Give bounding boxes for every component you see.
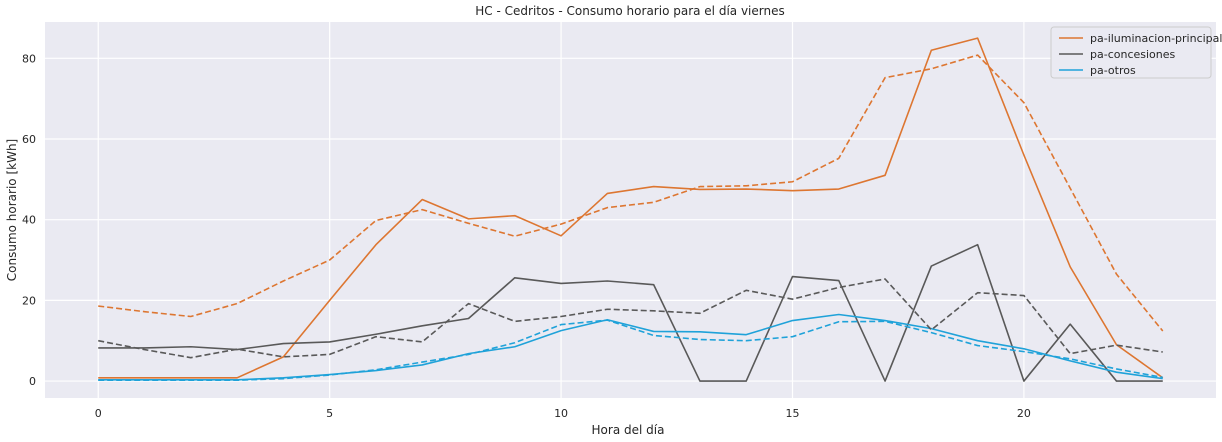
grid-lines [45, 22, 1216, 398]
legend-label: pa-iluminacion-principal [1090, 32, 1222, 45]
series-line [98, 313, 1163, 381]
legend: pa-iluminacion-principal pa-concesiones pa… [1050, 26, 1222, 79]
x-tick-label: 5 [326, 407, 333, 420]
plot-area [45, 22, 1216, 398]
series-line [98, 37, 1164, 379]
y-tick-label: 60 [22, 133, 36, 146]
x-tick-label: 20 [1017, 407, 1031, 420]
y-tick-label: 40 [22, 214, 36, 227]
chart-title: HC - Cedritos - Consumo horario para el … [475, 4, 784, 18]
y-axis-label: Consumo horario [kWh] [5, 139, 19, 281]
y-tick-label: 0 [29, 375, 36, 388]
x-tick-label: 10 [554, 407, 568, 420]
y-tick-label: 80 [22, 52, 36, 65]
legend-label: pa-concesiones [1090, 48, 1176, 61]
dashed-series-line [98, 319, 1163, 382]
series-line [98, 243, 1163, 382]
x-tick-label: 15 [785, 407, 799, 420]
x-tick-labels: 0 5 10 15 20 [95, 407, 1031, 420]
dashed-series-line [98, 278, 1163, 359]
y-tick-label: 20 [22, 294, 36, 307]
series-lines [98, 37, 1164, 382]
legend-label: pa-otros [1090, 64, 1136, 77]
legend-box [1050, 26, 1212, 79]
dashed-series-line [98, 54, 1164, 332]
x-tick-label: 0 [95, 407, 102, 420]
x-axis-label: Hora del día [592, 423, 665, 437]
y-tick-labels: 0 20 40 60 80 [22, 52, 36, 388]
